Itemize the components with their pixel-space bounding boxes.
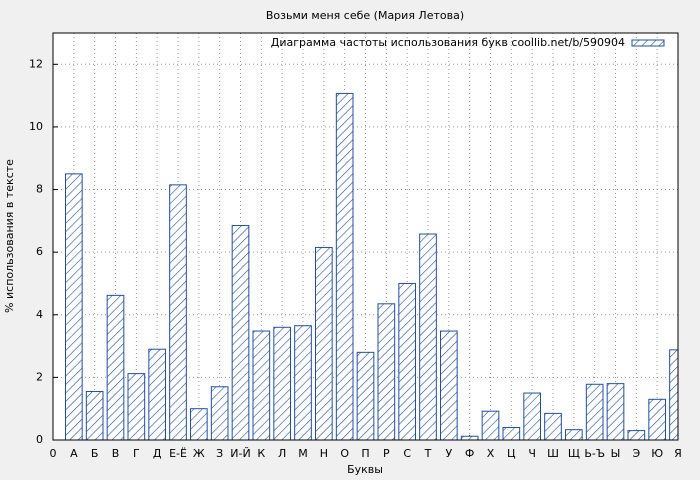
x-tick-label: А: [70, 447, 78, 460]
x-tick-label: Ш: [547, 447, 559, 460]
x-tick-label: Ж: [193, 447, 205, 460]
x-tick-label: Ь-Ъ: [584, 447, 605, 460]
x-tick-label: Е-Ё: [169, 447, 187, 460]
x-tick-label: Ф: [465, 447, 474, 460]
x-tick-label: Н: [320, 447, 328, 460]
x-tick-label: Т: [424, 447, 432, 460]
x-tick-label: П: [361, 447, 369, 460]
x-tick-label: З: [216, 447, 223, 460]
bar: [65, 173, 83, 440]
x-tick-label: Я: [674, 447, 682, 460]
x-tick-label: Э: [632, 447, 640, 460]
x-tick-label: В: [112, 447, 120, 460]
bar: [585, 383, 604, 440]
x-axis-label: Буквы: [347, 463, 383, 476]
x-tick-label: Ц: [507, 447, 516, 460]
y-axis-label: % использования в тексте: [3, 159, 16, 313]
bar: [481, 410, 500, 440]
bar: [127, 373, 146, 440]
bar: [273, 326, 292, 440]
bar: [335, 92, 354, 440]
y-tick-label: 0: [36, 433, 43, 446]
chart-title: Возьми меня себе (Мария Летова): [266, 9, 464, 22]
x-tick-label: Л: [278, 447, 286, 460]
bar: [565, 429, 583, 440]
x-tick-label: Р: [383, 447, 390, 460]
y-tick-label: 6: [36, 245, 43, 258]
x-tick-label: У: [445, 447, 452, 460]
bar: [419, 233, 437, 440]
legend-label: Диаграмма частоты использования букв coo…: [271, 36, 625, 49]
y-tick-label: 4: [36, 308, 43, 321]
x-tick-label: М: [298, 447, 308, 460]
legend-swatch: [631, 39, 665, 47]
x-tick-label: Д: [153, 447, 162, 460]
x-tick-label: Г: [133, 447, 140, 460]
x-tick-label: К: [257, 447, 265, 460]
x-tick-label: С: [403, 447, 411, 460]
y-tick-label: 8: [36, 183, 43, 196]
bar: [669, 349, 678, 440]
bar: [315, 246, 333, 440]
bar: [523, 392, 541, 440]
x-tick-label: О: [340, 447, 349, 460]
bar: [356, 351, 375, 440]
bar: [252, 330, 271, 440]
x-tick-label: Х: [487, 447, 495, 460]
bar: [544, 412, 562, 440]
bar: [190, 408, 208, 440]
bars: [65, 92, 678, 440]
x-tick-label: Б: [91, 447, 99, 460]
y-tick-label: 10: [29, 120, 43, 133]
bar: [627, 430, 646, 440]
bar: [148, 348, 166, 440]
bar: [398, 282, 417, 440]
bar: [440, 330, 458, 440]
y-tick-label: 2: [36, 370, 43, 383]
bar: [460, 435, 479, 440]
x-tick-label: 0: [50, 447, 57, 460]
bar: [606, 383, 625, 440]
bar: [377, 303, 396, 440]
plot-frame: [52, 32, 679, 441]
bar: [106, 294, 125, 440]
x-tick-label: Ы: [611, 447, 621, 460]
x-tick-label: Ю: [651, 447, 663, 460]
bar: [210, 386, 229, 440]
x-tick-label: Ч: [528, 447, 536, 460]
bar: [169, 184, 187, 440]
x-tick-label: И-Й: [230, 447, 250, 460]
bar: [648, 398, 666, 440]
y-tick-label: 12: [29, 57, 43, 70]
bar: [231, 225, 250, 440]
bar: [294, 325, 312, 440]
bar: [85, 390, 104, 440]
bar: [502, 426, 521, 440]
x-tick-label: Щ: [568, 447, 580, 460]
